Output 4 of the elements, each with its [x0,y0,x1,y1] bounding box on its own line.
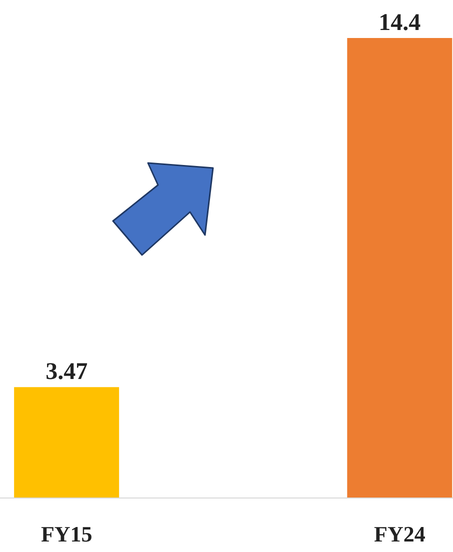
data-label: 14.4 [378,10,421,36]
x-tick-label: FY24 [374,522,426,547]
x-tick-label: FY15 [40,522,92,547]
data-label: 3.47 [46,359,88,386]
